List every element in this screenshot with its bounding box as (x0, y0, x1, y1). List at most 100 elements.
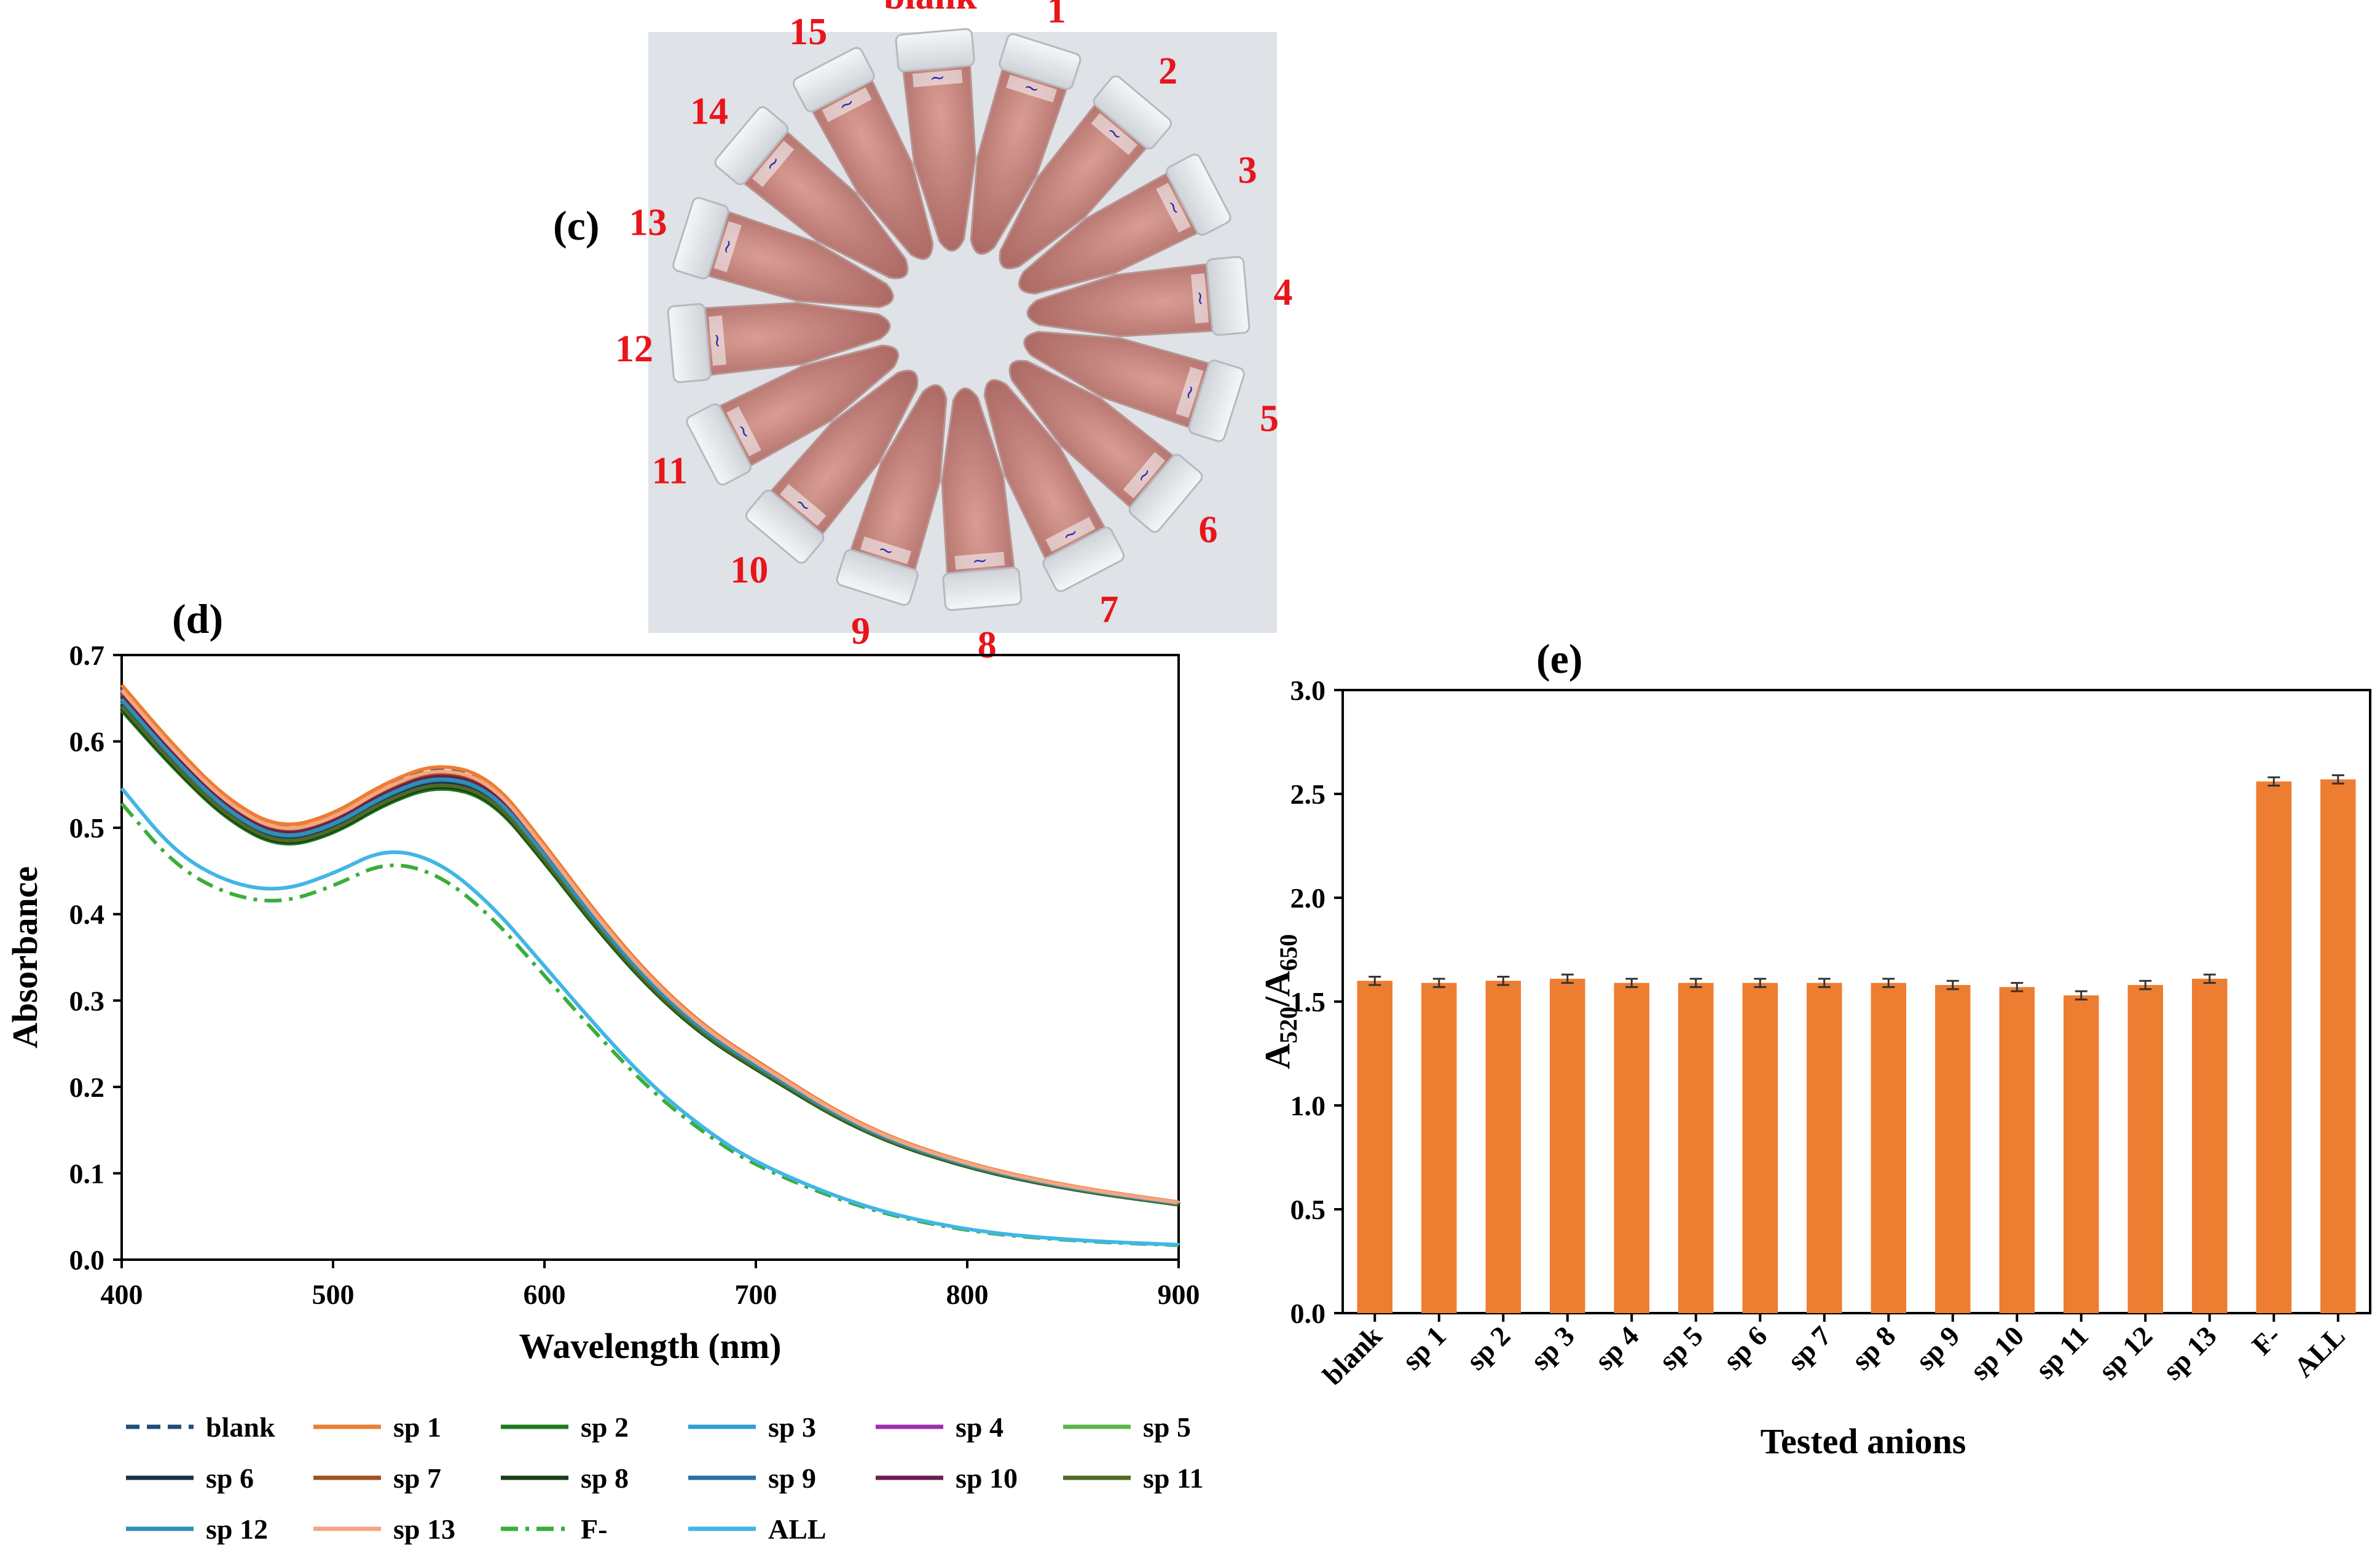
bar-category-label: F- (2246, 1320, 2287, 1361)
tube: ~ (1026, 256, 1251, 337)
series-line-blank (120, 686, 1180, 1204)
tube-liquid (707, 344, 900, 473)
tube: ~ (895, 28, 976, 252)
bar-sp-12 (2127, 984, 2163, 1313)
bar-category-label: sp 5 (1653, 1320, 1709, 1376)
bar-sp-8 (1871, 983, 1906, 1313)
series-line-sp-4 (120, 693, 1179, 1205)
panel-e-label: (e) (1536, 635, 1582, 682)
bar-ALL (2320, 779, 2356, 1313)
y-tick-label: 0.7 (69, 640, 105, 671)
tube-label: 4 (1273, 272, 1292, 313)
tube-highlight (1045, 517, 1096, 552)
tube-cap (942, 567, 1023, 611)
series-line-ALL (120, 787, 1179, 1247)
tube-highlight (752, 141, 795, 187)
y-axis-label: Absorbance (5, 866, 45, 1048)
tube: ~ (672, 197, 894, 308)
tube-marker-scribble: ~ (929, 66, 946, 89)
tube-cap (1128, 453, 1203, 533)
series-line-sp-12 (120, 697, 1179, 1206)
series-line-sp-9 (120, 699, 1179, 1206)
legend-label: sp 5 (1143, 1411, 1191, 1443)
legend-label: sp 8 (581, 1462, 629, 1494)
legend-label: sp 2 (581, 1411, 629, 1443)
tube-cap (895, 28, 975, 73)
x-tick-label: 400 (101, 1279, 143, 1310)
tube-liquid (695, 206, 894, 308)
tube-label: 10 (730, 549, 768, 591)
tube-photo: ~~~~~~~~~~~~~~~~ (c) blank12345678910111… (553, 0, 1292, 666)
tube-highlight (1156, 182, 1191, 233)
bar-category-label: sp 11 (2029, 1320, 2094, 1385)
bar-sp-1 (1421, 983, 1457, 1313)
series-line-sp-1 (120, 683, 1179, 1204)
tube-label: 9 (851, 610, 870, 652)
x-tick-label: 600 (524, 1279, 566, 1310)
bar-category-label: sp 7 (1781, 1320, 1837, 1376)
tube: ~ (1023, 331, 1245, 442)
tube-liquid (805, 68, 934, 261)
bar-category-label: sp 12 (2092, 1320, 2158, 1386)
tube: ~ (1008, 359, 1203, 533)
tube: ~ (714, 106, 909, 280)
legend: blank sp 1 sp 2 sp 3 sp 4 sp 5 sp 6 sp 7 sp 8 sp … (126, 1411, 1203, 1545)
tube: ~ (686, 344, 900, 486)
tube-highlight (713, 221, 742, 272)
bar-sp-5 (1678, 983, 1714, 1313)
series-line-sp-5 (120, 701, 1179, 1206)
tube-label: 3 (1238, 149, 1257, 191)
tube: ~ (1018, 153, 1231, 295)
y-tick-label: 0.1 (69, 1158, 105, 1189)
tube: ~ (970, 33, 1082, 255)
bar-category-label: sp 8 (1845, 1320, 1901, 1376)
tube-highlight (1091, 113, 1137, 155)
y-tick-label: 0.6 (69, 726, 105, 758)
bar-category-label: sp 4 (1589, 1320, 1644, 1376)
tube-highlight (860, 536, 911, 565)
tube-cap (672, 197, 729, 280)
tube-liquid (970, 56, 1072, 255)
tube-marker-scribble: ~ (705, 332, 728, 349)
bar-sp-6 (1742, 983, 1778, 1313)
x-tick-label: 800 (946, 1279, 989, 1310)
tube-highlight (709, 315, 726, 366)
bar-y-tick-label: 2.0 (1290, 882, 1326, 914)
tube-cap (745, 489, 825, 564)
bar-y-tick-label: 1.0 (1290, 1090, 1326, 1121)
tube-label: 6 (1199, 509, 1218, 551)
y-tick-label: 0.0 (69, 1244, 105, 1276)
tube: ~ (983, 379, 1125, 592)
x-axis-label: Wavelength (nm) (519, 1326, 782, 1366)
tube-label: blank (884, 0, 977, 17)
tube-marker-scribble: ~ (1188, 290, 1211, 307)
bar-sp-13 (2192, 978, 2228, 1313)
bar-y-axis-label: A520/A650 (1257, 934, 1302, 1069)
tube-cap (686, 403, 752, 486)
bar-blank (1357, 981, 1392, 1313)
bar-category-label: sp 3 (1525, 1320, 1581, 1376)
bar-sp-10 (1999, 987, 2035, 1313)
legend-label: sp 7 (393, 1462, 441, 1494)
tube-label: 15 (789, 11, 827, 53)
tube-cap (1042, 527, 1125, 592)
panel-d-label: (d) (172, 595, 223, 642)
tube: ~ (941, 387, 1023, 611)
tube-label: 1 (1047, 0, 1066, 31)
series-line-sp-11 (120, 705, 1180, 1206)
tube-highlight (1191, 273, 1209, 324)
bar-sp-4 (1614, 983, 1649, 1313)
legend-label: sp 3 (768, 1411, 816, 1443)
y-tick-label: 0.3 (69, 985, 105, 1016)
legend-label: sp 11 (1143, 1462, 1203, 1494)
tube: ~ (999, 75, 1172, 270)
legend-label: sp 12 (206, 1513, 268, 1545)
tube-highlight (1123, 452, 1165, 498)
tube-highlight (780, 484, 827, 526)
bar-y-tick-label: 0.5 (1290, 1194, 1326, 1225)
legend-label: sp 9 (768, 1462, 816, 1494)
tube: ~ (667, 302, 891, 383)
legend-label: blank (206, 1411, 275, 1443)
tube-label: 5 (1260, 398, 1279, 439)
